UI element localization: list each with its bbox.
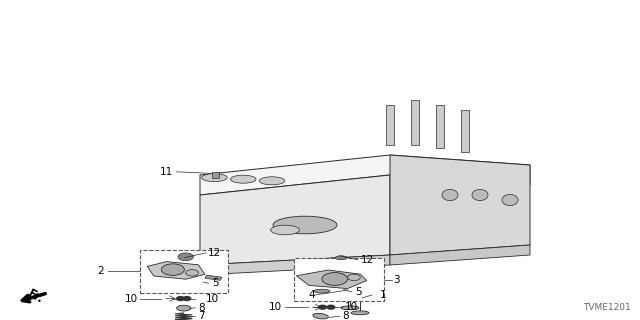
Circle shape (186, 269, 198, 276)
Text: 3: 3 (394, 275, 400, 285)
Ellipse shape (273, 216, 337, 234)
Text: 5: 5 (355, 287, 362, 297)
Text: 7: 7 (198, 311, 204, 320)
Ellipse shape (442, 189, 458, 201)
Polygon shape (390, 245, 530, 265)
Circle shape (327, 305, 335, 309)
Ellipse shape (271, 225, 300, 235)
Bar (411, 100, 419, 145)
Ellipse shape (259, 177, 285, 185)
Bar (205, 275, 222, 280)
Ellipse shape (202, 173, 227, 181)
Polygon shape (296, 270, 367, 289)
Text: 12: 12 (360, 255, 374, 265)
Text: 10: 10 (269, 302, 282, 312)
Bar (212, 172, 220, 178)
Bar (461, 110, 469, 152)
Circle shape (178, 253, 193, 260)
Bar (140, 250, 228, 293)
Polygon shape (147, 262, 205, 279)
Text: 10: 10 (206, 293, 220, 304)
Ellipse shape (230, 175, 256, 183)
Circle shape (322, 273, 348, 285)
Circle shape (161, 264, 184, 275)
Text: 5: 5 (212, 278, 219, 288)
Polygon shape (200, 255, 390, 275)
Text: 1: 1 (380, 290, 387, 300)
Ellipse shape (472, 189, 488, 201)
Ellipse shape (313, 313, 328, 319)
Bar (386, 105, 394, 145)
Polygon shape (200, 155, 530, 195)
Circle shape (183, 297, 191, 300)
Text: 11: 11 (160, 167, 173, 177)
Bar (294, 258, 384, 301)
Ellipse shape (177, 305, 191, 311)
Ellipse shape (335, 256, 347, 260)
Ellipse shape (314, 289, 330, 293)
Ellipse shape (351, 311, 369, 315)
Circle shape (348, 274, 360, 281)
Text: 10: 10 (345, 302, 358, 312)
Text: Fr.: Fr. (25, 287, 45, 306)
Ellipse shape (502, 194, 518, 205)
Text: 8: 8 (342, 311, 348, 320)
Text: 4: 4 (308, 290, 315, 300)
Circle shape (319, 305, 326, 309)
Bar (436, 105, 444, 148)
Ellipse shape (341, 306, 359, 310)
Polygon shape (200, 175, 390, 265)
Text: 10: 10 (124, 293, 138, 304)
Text: 12: 12 (208, 248, 221, 258)
Text: TVME1201: TVME1201 (582, 303, 630, 312)
Polygon shape (390, 155, 530, 255)
Circle shape (177, 297, 184, 300)
Text: 2: 2 (98, 266, 104, 276)
Text: 8: 8 (198, 302, 204, 313)
